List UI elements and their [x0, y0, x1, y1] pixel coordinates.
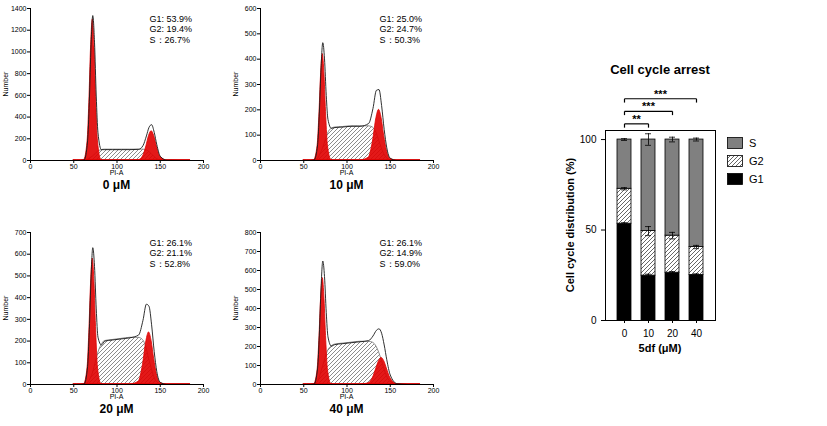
svg-text:0: 0 — [29, 387, 33, 394]
svg-text:0: 0 — [591, 315, 597, 326]
svg-text:600: 600 — [15, 92, 27, 99]
svg-text:100: 100 — [245, 131, 257, 138]
svg-text:100: 100 — [111, 387, 123, 395]
svg-text:200: 200 — [15, 135, 27, 142]
svg-text:G1: 26.1%G2: 21.1%S：52.8%: G1: 26.1%G2: 21.1%S：52.8% — [150, 238, 193, 269]
svg-text:20: 20 — [667, 328, 679, 339]
svg-text:600: 600 — [245, 267, 257, 274]
svg-text:50: 50 — [70, 387, 78, 394]
svg-text:50: 50 — [300, 387, 308, 394]
svg-text:200: 200 — [15, 337, 27, 344]
svg-text:800: 800 — [15, 70, 27, 77]
html-text:PI-A: PI-A — [339, 169, 354, 176]
html-text:40 μM: 40 μM — [329, 402, 364, 416]
svg-text:400: 400 — [245, 305, 257, 312]
svg-text:500: 500 — [245, 286, 257, 293]
svg-text:G1: 25.0%G2: 24.7%S：50.3%: G1: 25.0%G2: 24.7%S：50.3% — [380, 14, 423, 45]
svg-text:500: 500 — [245, 30, 257, 37]
svg-text:500: 500 — [15, 272, 27, 279]
svg-text:100: 100 — [580, 134, 597, 145]
svg-text:1000: 1000 — [11, 48, 27, 55]
html-text:PI-A: PI-A — [339, 393, 354, 400]
svg-text:10: 10 — [643, 328, 655, 339]
html-text:0 μM: 0 μM — [102, 178, 131, 192]
html-text:G1: G1 — [749, 173, 764, 185]
svg-text:100: 100 — [111, 163, 123, 171]
html-text:Number: Number — [2, 295, 9, 321]
svg-text:40: 40 — [691, 328, 703, 339]
svg-text:700: 700 — [15, 229, 27, 236]
svg-text:150: 150 — [384, 387, 396, 394]
svg-text:1400: 1400 — [11, 5, 27, 12]
svg-text:**: ** — [632, 113, 641, 125]
svg-text:200: 200 — [245, 343, 257, 350]
html-text:PI-A: PI-A — [109, 169, 124, 176]
svg-text:***: *** — [642, 100, 656, 112]
svg-text:200: 200 — [198, 163, 210, 170]
html-text:S: S — [749, 137, 757, 149]
svg-text:0: 0 — [29, 163, 33, 170]
html-text:Number: Number — [232, 295, 239, 321]
html-text:20 μM: 20 μM — [99, 402, 134, 416]
svg-text:150: 150 — [154, 387, 166, 394]
svg-text:600: 600 — [245, 5, 257, 12]
svg-text:400: 400 — [245, 55, 257, 62]
svg-text:G1: 26.1%G2: 14.9%S：59.0%: G1: 26.1%G2: 14.9%S：59.0% — [380, 238, 423, 269]
svg-text:300: 300 — [245, 324, 257, 331]
svg-text:150: 150 — [154, 163, 166, 170]
svg-text:100: 100 — [341, 387, 353, 395]
svg-text:G1: 53.9%G2: 19.4%S：26.7%: G1: 53.9%G2: 19.4%S：26.7% — [150, 14, 193, 45]
svg-text:0: 0 — [259, 387, 263, 394]
svg-text:100: 100 — [341, 163, 353, 171]
html-text:Number: Number — [2, 71, 9, 97]
svg-text:600: 600 — [15, 250, 27, 257]
svg-text:0: 0 — [253, 157, 257, 164]
svg-text:700: 700 — [245, 248, 257, 255]
svg-text:300: 300 — [15, 316, 27, 323]
svg-text:800: 800 — [245, 229, 257, 236]
svg-text:0: 0 — [253, 381, 257, 388]
html-text:10 μM: 10 μM — [329, 178, 364, 192]
svg-text:100: 100 — [245, 362, 257, 369]
html-text:Cell cycle distribution (%): Cell cycle distribution (%) — [564, 157, 576, 293]
svg-text:50: 50 — [300, 163, 308, 170]
svg-text:200: 200 — [198, 387, 210, 394]
html-text:Number: Number — [232, 71, 239, 97]
svg-text:150: 150 — [384, 163, 396, 170]
svg-text:200: 200 — [245, 106, 257, 113]
html-text:G2: G2 — [749, 155, 764, 167]
html-text:5df (μM): 5df (μM) — [638, 342, 682, 354]
svg-text:50: 50 — [70, 163, 78, 170]
svg-text:50: 50 — [585, 224, 597, 235]
svg-text:0: 0 — [259, 163, 263, 170]
svg-text:300: 300 — [245, 81, 257, 88]
svg-text:200: 200 — [428, 163, 440, 170]
svg-text:1200: 1200 — [11, 26, 27, 33]
svg-text:0: 0 — [622, 328, 628, 339]
svg-text:0: 0 — [23, 157, 27, 164]
svg-text:400: 400 — [15, 294, 27, 301]
svg-text:400: 400 — [15, 113, 27, 120]
html-text:Cell cycle arrest: Cell cycle arrest — [610, 62, 710, 77]
svg-text:200: 200 — [428, 387, 440, 394]
svg-text:***: *** — [654, 88, 668, 100]
svg-text:0: 0 — [23, 381, 27, 388]
svg-text:100: 100 — [15, 359, 27, 366]
html-text:PI-A: PI-A — [109, 393, 124, 400]
